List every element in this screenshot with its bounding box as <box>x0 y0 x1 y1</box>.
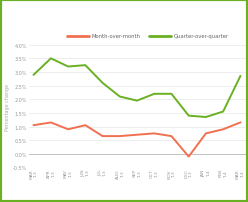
Text: Quarter-over-quarter: Quarter-over-quarter <box>174 34 229 39</box>
Text: Price Monitor: Price Monitor <box>60 8 128 17</box>
Text: (seasonally adjusted): (seasonally adjusted) <box>129 10 188 15</box>
Y-axis label: Percentage change: Percentage change <box>5 83 10 130</box>
Text: ♀: ♀ <box>4 7 12 17</box>
Text: Month-over-month: Month-over-month <box>92 34 141 39</box>
Text: Mar 2014: Mar 2014 <box>194 7 246 17</box>
Text: trulia: trulia <box>17 7 47 17</box>
